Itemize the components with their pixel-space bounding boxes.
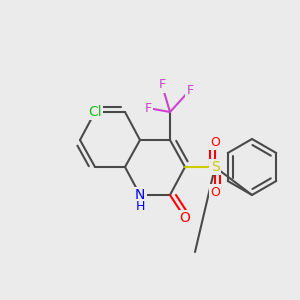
Text: O: O <box>210 136 220 148</box>
Text: O: O <box>180 211 190 225</box>
Text: O: O <box>210 185 220 199</box>
Text: S: S <box>211 160 219 174</box>
Text: F: F <box>186 83 194 97</box>
Text: F: F <box>144 101 152 115</box>
Text: H: H <box>135 200 145 214</box>
Text: Cl: Cl <box>88 105 102 119</box>
Text: F: F <box>158 79 166 92</box>
Text: N: N <box>135 188 145 202</box>
